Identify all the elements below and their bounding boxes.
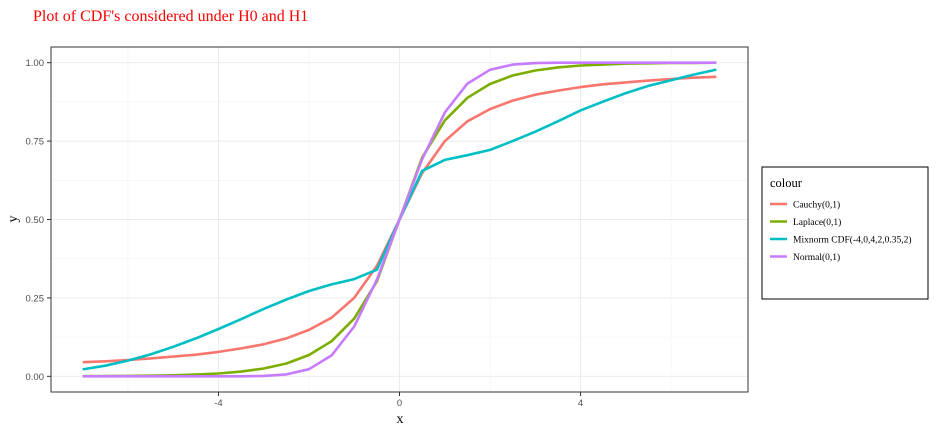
panel-border	[50, 46, 749, 393]
legend: colour Cauchy(0,1) Laplace(0,1) Mixnorm CD…	[761, 166, 929, 300]
legend-label: Cauchy(0,1)	[793, 200, 840, 211]
legend-box	[761, 166, 929, 300]
y-tick-label: 0.50	[26, 215, 45, 226]
x-tick-label: -4	[214, 398, 222, 409]
legend-label: Normal(0,1)	[793, 252, 840, 263]
y-axis-label: y	[6, 216, 21, 223]
axis-ticks: -4 0 4 0.00 0.25 0.50 0.75 1.00	[26, 58, 584, 409]
y-tick-label: 0.25	[26, 293, 45, 304]
y-tick-label: 1.00	[26, 58, 45, 69]
y-tick-label: 0.75	[26, 137, 45, 148]
x-tick-label: 0	[397, 398, 402, 409]
legend-label: Mixnorm CDF(-4,0,4,2,0.35,2)	[793, 235, 912, 246]
y-tick-label: 0.00	[26, 372, 45, 383]
x-tick-label: 4	[578, 398, 583, 409]
legend-label: Laplace(0,1)	[793, 217, 841, 228]
chart-title: Plot of CDF's considered under H0 and H1	[33, 8, 308, 25]
series-line	[82, 61, 717, 378]
series-layer	[50, 46, 749, 393]
legend-title: colour	[770, 176, 803, 190]
x-axis-label: x	[397, 412, 404, 427]
